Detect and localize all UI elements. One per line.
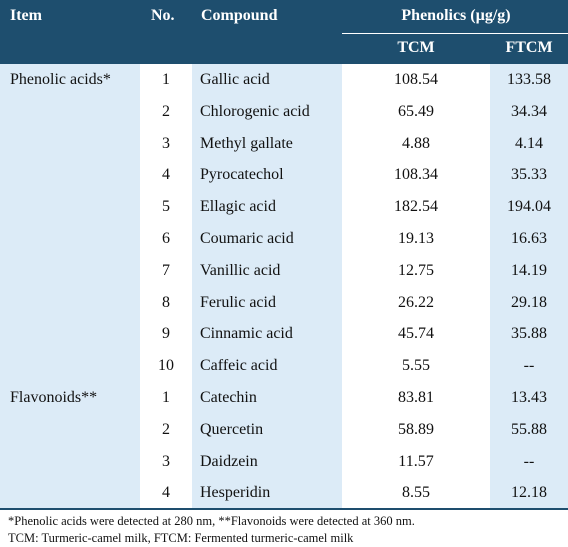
table-body: Phenolic acids* 1 Gallic acid 108.54 133.58 2…: [0, 64, 568, 510]
row-ftcm: 194.04: [507, 198, 551, 216]
row-no: 9: [162, 325, 170, 343]
row-tcm: 5.55: [402, 357, 430, 375]
row-ftcm: 29.18: [511, 293, 547, 311]
row-ftcm: 4.14: [515, 134, 543, 152]
table-row: 9 Cinnamic acid 45.74 35.88: [0, 318, 568, 350]
table-row: 10 Caffeic acid 5.55 --: [0, 350, 568, 382]
row-ftcm: 16.63: [511, 229, 547, 247]
row-compound: Gallic acid: [200, 71, 270, 88]
table-row: 4 Pyrocatechol 108.34 35.33: [0, 159, 568, 191]
table-row: Flavonoids** 1 Catechin 83.81 13.43: [0, 382, 568, 414]
row-compound: Quercetin: [200, 420, 264, 438]
row-no: 3: [162, 134, 170, 152]
row-compound: Vanillic acid: [200, 261, 281, 279]
row-compound: Ferulic acid: [200, 293, 276, 311]
row-ftcm: 133.58: [507, 71, 551, 88]
table-header: Item No. Compound Phenolics (µg/g) TCM F…: [0, 0, 568, 64]
row-no: 1: [162, 388, 170, 406]
table-row: 3 Methyl gallate 4.88 4.14: [0, 128, 568, 160]
table-row: 6 Coumaric acid 19.13 16.63: [0, 223, 568, 255]
row-tcm: 11.57: [398, 452, 434, 470]
row-item: Phenolic acids*: [10, 71, 111, 88]
row-no: 5: [162, 198, 170, 216]
table-bottom-rule: [0, 508, 568, 510]
table-row: Phenolic acids* 1 Gallic acid 108.54 133.58: [0, 64, 568, 96]
row-compound: Catechin: [200, 388, 257, 406]
row-tcm: 83.81: [398, 388, 434, 406]
row-ftcm: 55.88: [511, 420, 547, 438]
row-compound: Chlorogenic acid: [200, 102, 310, 120]
row-no: 10: [158, 357, 174, 375]
footnote-2: TCM: Turmeric-camel milk, FTCM: Fermente…: [8, 531, 354, 545]
row-compound: Coumaric acid: [200, 229, 294, 247]
row-compound: Daidzein: [200, 452, 258, 470]
row-tcm: 45.74: [398, 325, 434, 343]
row-no: 1: [162, 71, 170, 88]
row-no: 6: [162, 229, 170, 247]
row-item: Flavonoids**: [10, 388, 98, 406]
row-no: 3: [162, 452, 170, 470]
row-ftcm: 34.34: [511, 102, 547, 120]
row-compound: Caffeic acid: [200, 357, 278, 375]
header-tcm: TCM: [397, 39, 435, 56]
table-row: 7 Vanillic acid 12.75 14.19: [0, 255, 568, 287]
table-row: 2 Quercetin 58.89 55.88: [0, 414, 568, 446]
row-ftcm: --: [523, 357, 535, 375]
row-compound: Pyrocatechol: [200, 166, 284, 184]
header-divider: [342, 33, 568, 34]
row-compound: Cinnamic acid: [200, 325, 293, 343]
row-ftcm: --: [523, 452, 535, 470]
table-row: 3 Daidzein 11.57 --: [0, 446, 568, 478]
header-compound: Compound: [201, 7, 278, 24]
row-ftcm: 35.33: [511, 166, 547, 184]
row-tcm: 58.89: [398, 420, 434, 438]
footnote-1: *Phenolic acids were detected at 280 nm,…: [8, 514, 415, 528]
header-no: No.: [151, 7, 175, 24]
row-ftcm: 13.43: [511, 388, 547, 406]
row-no: 2: [162, 420, 170, 438]
row-tcm: 108.34: [394, 166, 438, 184]
row-no: 7: [162, 261, 170, 279]
row-tcm: 65.49: [398, 102, 434, 120]
table-row: 2 Chlorogenic acid 65.49 34.34: [0, 96, 568, 128]
row-tcm: 8.55: [402, 484, 430, 502]
row-tcm: 4.88: [402, 134, 430, 152]
row-no: 4: [162, 166, 170, 184]
row-tcm: 26.22: [398, 293, 434, 311]
header-ftcm: FTCM: [505, 39, 553, 56]
row-ftcm: 35.88: [511, 325, 547, 343]
row-no: 8: [162, 293, 170, 311]
table-row: 4 Hesperidin 8.55 12.18: [0, 477, 568, 509]
row-compound: Hesperidin: [200, 484, 271, 502]
row-ftcm: 14.19: [511, 261, 547, 279]
header-item: Item: [10, 7, 42, 24]
phenolics-table: Item No. Compound Phenolics (µg/g) TCM F…: [0, 0, 568, 510]
row-tcm: 12.75: [398, 261, 434, 279]
row-compound: Ellagic acid: [200, 198, 276, 216]
table-row: 8 Ferulic acid 26.22 29.18: [0, 287, 568, 319]
row-compound: Methyl gallate: [200, 134, 293, 152]
row-no: 4: [162, 484, 170, 502]
shade-compound-column: [192, 64, 342, 510]
row-tcm: 108.54: [394, 71, 438, 88]
shade-item-column: [0, 64, 140, 510]
table-row: 5 Ellagic acid 182.54 194.04: [0, 191, 568, 223]
header-phenolics: Phenolics (µg/g): [401, 7, 511, 24]
row-tcm: 182.54: [394, 198, 438, 216]
row-no: 2: [162, 102, 170, 120]
row-tcm: 19.13: [398, 229, 434, 247]
row-ftcm: 12.18: [511, 484, 547, 502]
shade-ftcm-column: [490, 64, 568, 510]
